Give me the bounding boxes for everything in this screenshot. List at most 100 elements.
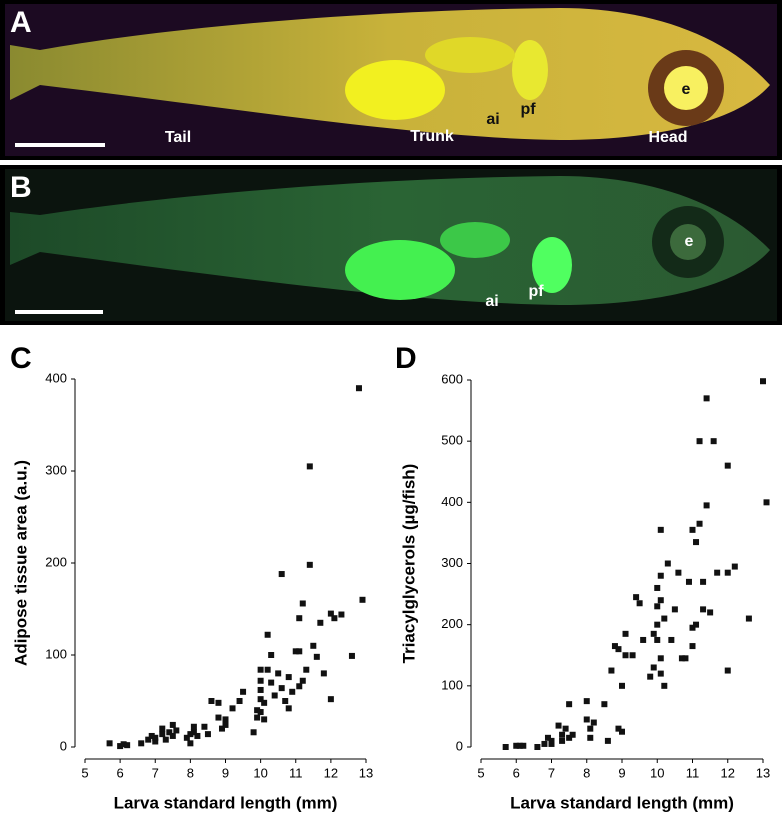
x-tick-label: 5: [477, 765, 484, 780]
annotation: pf: [528, 283, 544, 300]
point: [724, 667, 731, 674]
point: [173, 727, 180, 734]
point: [306, 561, 313, 568]
annotation: Tail: [165, 129, 191, 146]
point: [162, 736, 169, 743]
point: [299, 677, 306, 684]
point: [190, 723, 197, 730]
point: [615, 646, 622, 653]
point: [254, 707, 261, 714]
point: [703, 502, 710, 509]
point: [117, 743, 124, 750]
point: [306, 463, 313, 470]
point: [148, 732, 155, 739]
point: [654, 636, 661, 643]
annotation: Head: [648, 129, 687, 146]
point: [254, 714, 261, 721]
point: [675, 569, 682, 576]
point: [615, 725, 622, 732]
panel-label: B: [10, 171, 32, 204]
x-tick-label: 12: [324, 765, 338, 780]
point: [261, 699, 268, 706]
point: [587, 734, 594, 741]
point: [222, 716, 229, 723]
point: [664, 560, 671, 567]
point: [622, 652, 629, 659]
point: [257, 709, 264, 716]
point: [348, 652, 355, 659]
x-tick-label: 6: [513, 765, 520, 780]
point: [689, 526, 696, 533]
x-tick-label: 11: [686, 765, 700, 780]
point: [657, 597, 664, 604]
panel-label: C: [10, 342, 32, 375]
point: [650, 630, 657, 637]
annotation: ai: [485, 293, 498, 310]
y-tick-label: 100: [441, 677, 463, 692]
point: [696, 520, 703, 527]
point: [208, 698, 215, 704]
point: [240, 688, 247, 695]
point: [657, 670, 664, 677]
point: [355, 385, 362, 392]
point: [724, 569, 731, 576]
point: [268, 679, 275, 686]
x-tick-label: 12: [721, 765, 735, 780]
annotation: Trunk: [410, 128, 454, 145]
point: [696, 438, 703, 445]
point: [590, 719, 597, 726]
point: [215, 699, 222, 706]
point: [152, 734, 159, 741]
point: [520, 742, 527, 749]
point: [194, 732, 201, 739]
point: [601, 701, 608, 708]
point: [327, 696, 334, 703]
point: [502, 744, 509, 750]
point: [548, 737, 555, 744]
point: [320, 670, 327, 677]
point: [513, 742, 520, 749]
point: [201, 723, 208, 730]
point: [183, 734, 190, 741]
point: [145, 736, 152, 743]
point: [516, 742, 523, 749]
y-axis-title: Triacylglycerols (µg/fish): [399, 464, 418, 664]
point: [583, 698, 590, 705]
point: [229, 705, 236, 712]
point: [264, 631, 271, 638]
point: [654, 621, 661, 628]
point: [707, 609, 714, 616]
y-tick-label: 200: [45, 554, 67, 569]
y-tick-label: 300: [441, 555, 463, 570]
point: [124, 742, 131, 749]
y-tick-label: 600: [441, 371, 463, 386]
point: [555, 722, 562, 729]
point: [724, 462, 731, 469]
point: [236, 698, 243, 704]
point: [661, 682, 668, 689]
point: [313, 653, 320, 660]
point: [562, 725, 569, 732]
point: [190, 729, 197, 736]
point: [292, 648, 299, 655]
point: [215, 714, 222, 721]
point: [619, 682, 625, 689]
point: [583, 716, 590, 723]
point: [152, 738, 159, 745]
point: [285, 674, 292, 681]
point: [657, 526, 664, 533]
point: [548, 740, 555, 747]
point: [544, 734, 551, 741]
point: [159, 731, 166, 738]
point: [763, 499, 770, 506]
point: [668, 636, 675, 643]
x-tick-label: 7: [548, 765, 555, 780]
point: [289, 688, 296, 695]
point: [622, 630, 629, 637]
x-tick-label: 13: [756, 765, 770, 780]
point: [671, 606, 678, 613]
point: [264, 666, 271, 673]
point: [257, 696, 264, 703]
y-tick-label: 100: [45, 646, 67, 661]
